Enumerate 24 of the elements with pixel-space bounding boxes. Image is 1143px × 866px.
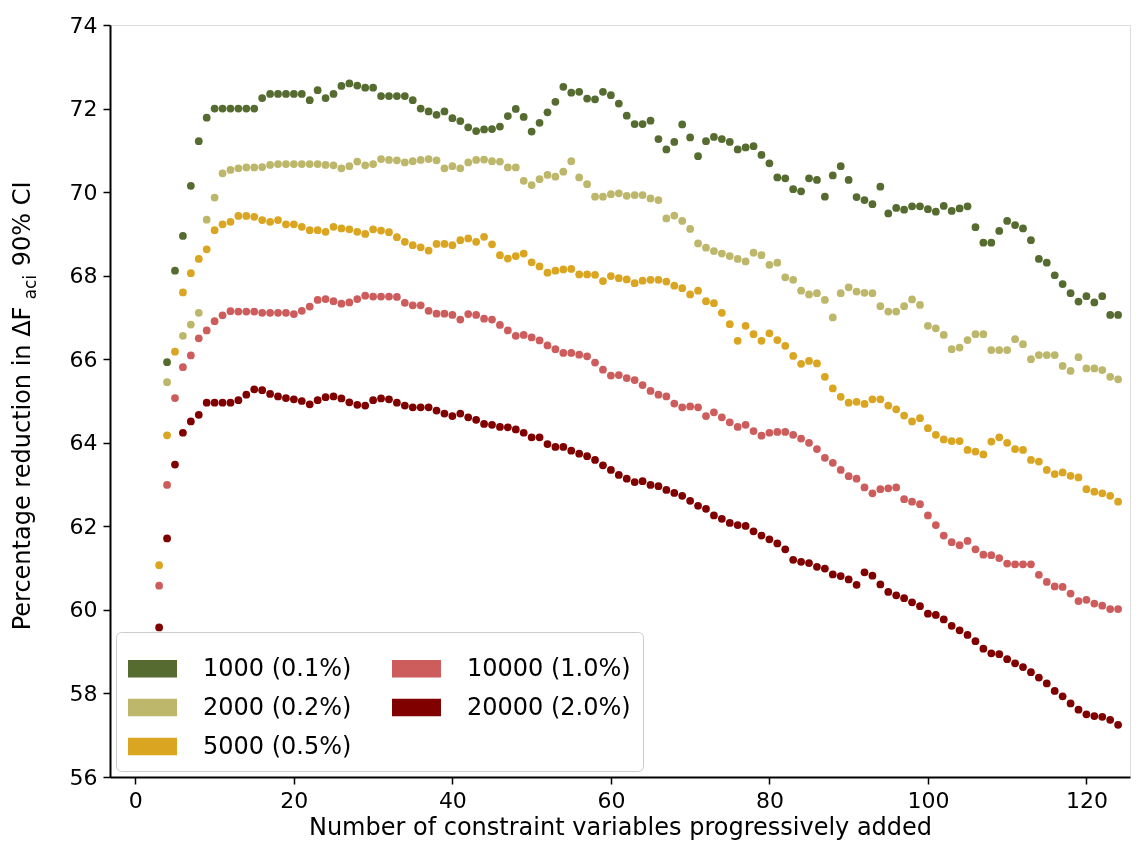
x-tick-label: 0 [128, 787, 143, 813]
legend-label: 5000 (0.5%) [203, 731, 352, 760]
x-axis-title: Number of constraint variables progressively added [308, 812, 933, 841]
x-tick-label: 80 [755, 787, 784, 813]
y-tick-label: 56 [69, 764, 98, 790]
y-axis-title: Percentage reduction in ΔFaci 90% CI [8, 181, 40, 631]
y-tick-label: 68 [69, 263, 98, 289]
y-tick-label: 58 [69, 680, 98, 706]
legend-label: 10000 (1.0%) [467, 653, 631, 682]
y-tick-label: 70 [69, 179, 98, 205]
x-tick-label: 40 [438, 787, 467, 813]
y-tick-label: 74 [69, 12, 98, 38]
legend-label: 1000 (0.1%) [203, 653, 352, 682]
y-tick-label: 72 [69, 96, 98, 122]
x-tick-label: 120 [1065, 787, 1108, 813]
legend-label: 2000 (0.2%) [203, 692, 352, 721]
x-tick-label: 100 [907, 787, 950, 813]
x-tick-label: 60 [597, 787, 626, 813]
legend-label: 20000 (2.0%) [467, 692, 631, 721]
y-tick-label: 62 [69, 513, 98, 539]
x-tick-label: 20 [280, 787, 309, 813]
y-tick-label: 64 [69, 430, 98, 456]
y-tick-label: 66 [69, 346, 98, 372]
y-tick-label: 60 [69, 597, 98, 623]
